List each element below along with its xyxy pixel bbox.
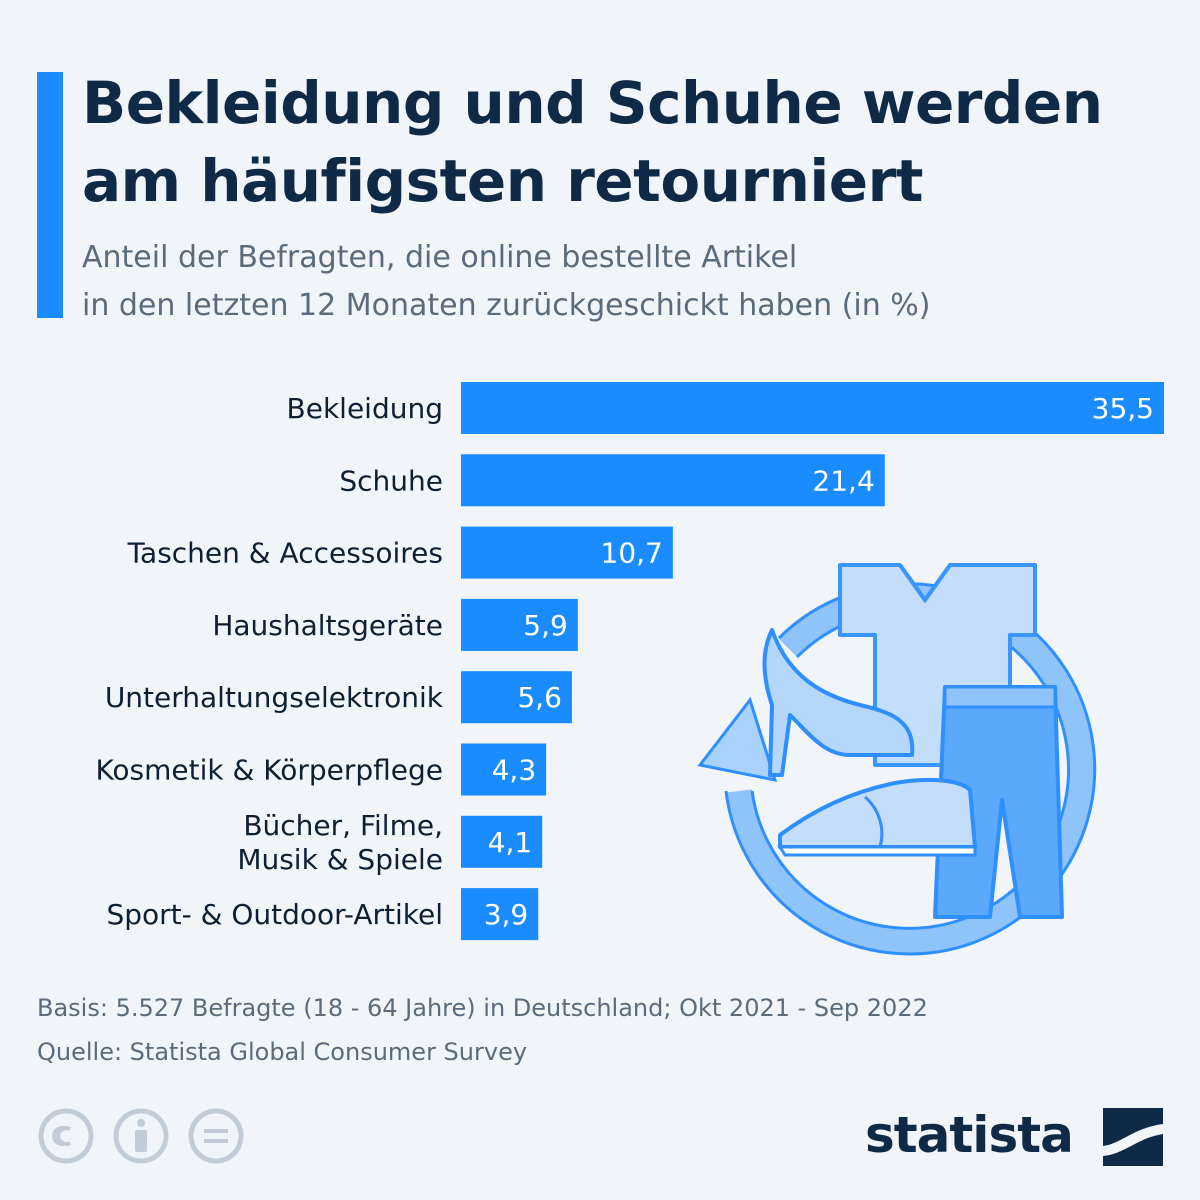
category-label-3: Taschen & Accessoires bbox=[127, 537, 443, 570]
subtitle-line-2: in den letzten 12 Monaten zurückgeschick… bbox=[82, 288, 931, 323]
returns-illustration bbox=[697, 563, 1097, 956]
bar-value-label-5: 5,6 bbox=[517, 681, 562, 714]
bar-value-label-8: 3,9 bbox=[484, 898, 529, 931]
bar-value-label-2: 21,4 bbox=[812, 464, 874, 497]
category-label-6: Kosmetik & Körperpflege bbox=[95, 754, 443, 787]
chart-subtitle: Anteil der Befragten, die online bestell… bbox=[82, 234, 1182, 330]
chart-footer: Basis: 5.527 Befragte (18 - 64 Jahre) in… bbox=[37, 986, 928, 1074]
license-icons bbox=[38, 1108, 244, 1164]
statista-logo-icon bbox=[1103, 1108, 1163, 1166]
bar-chart: 35,5 Bekleidung 21,4 Schuhe 10,7 Taschen & Ac… bbox=[95, 382, 1164, 941]
bar-1 bbox=[461, 382, 1164, 434]
bar-5 bbox=[461, 671, 572, 724]
bar-3 bbox=[461, 526, 673, 579]
category-label-2: Schuhe bbox=[339, 464, 443, 497]
attribution-icon bbox=[113, 1108, 169, 1164]
title-accent-bar bbox=[37, 72, 63, 318]
no-derivatives-icon bbox=[188, 1108, 244, 1164]
category-label-4: Haushaltsgeräte bbox=[212, 609, 443, 642]
category-label-5: Unterhaltungselektronik bbox=[105, 681, 444, 714]
source-note: Quelle: Statista Global Consumer Survey bbox=[37, 1038, 528, 1066]
basis-note: Basis: 5.527 Befragte (18 - 64 Jahre) in… bbox=[37, 994, 928, 1022]
chart-title: Bekleidung und Schuhe werden am häufigst… bbox=[82, 64, 1182, 220]
bar-6 bbox=[461, 743, 547, 796]
bar-8 bbox=[461, 888, 539, 941]
sneaker-icon bbox=[777, 777, 977, 857]
bar-value-label-1: 35,5 bbox=[1092, 392, 1154, 425]
category-label-7: Bücher, Filme, Musik & Spiele bbox=[237, 809, 443, 876]
bar-4 bbox=[461, 598, 578, 651]
bar-value-label-3: 10,7 bbox=[601, 537, 663, 570]
trousers-icon bbox=[933, 685, 1064, 919]
high-heel-icon bbox=[762, 628, 915, 777]
category-label-8: Sport- & Outdoor-Artikel bbox=[106, 898, 443, 931]
title-line-2: am häufigsten retourniert bbox=[82, 147, 923, 215]
subtitle-line-1: Anteil der Befragten, die online bestell… bbox=[82, 240, 798, 275]
title-line-1: Bekleidung und Schuhe werden bbox=[82, 69, 1103, 137]
bar-7 bbox=[461, 815, 543, 868]
bar-value-label-6: 4,3 bbox=[492, 754, 537, 787]
category-label-1: Bekleidung bbox=[287, 392, 443, 425]
cc-icon bbox=[38, 1108, 94, 1164]
brand-wordmark: statista bbox=[865, 1106, 1074, 1164]
statista-logo: statista bbox=[865, 1102, 1165, 1172]
bar-value-label-4: 5,9 bbox=[523, 609, 568, 642]
bar-2 bbox=[461, 454, 885, 507]
bar-value-label-7: 4,1 bbox=[488, 826, 533, 859]
